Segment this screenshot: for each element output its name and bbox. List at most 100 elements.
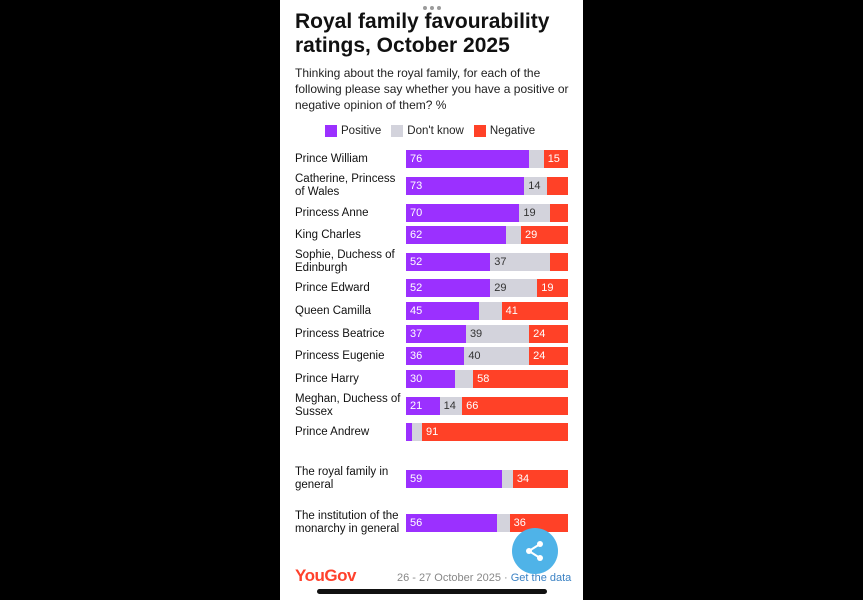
data-label-positive: 62 xyxy=(410,229,423,241)
bar-negative xyxy=(550,253,568,271)
bar-positive xyxy=(406,370,456,388)
data-label-dont-know: 39 xyxy=(469,328,483,340)
data-label-negative: 19 xyxy=(541,282,554,294)
bar-negative xyxy=(550,204,568,222)
row-label: Meghan, Duchess of Sussex xyxy=(295,393,401,418)
data-label-positive: 59 xyxy=(410,473,423,485)
bar-negative xyxy=(509,514,568,532)
bar-negative xyxy=(521,226,568,244)
legend-item-positive: Positive xyxy=(325,125,381,137)
share-icon xyxy=(526,541,543,561)
data-label-dont-know: 37 xyxy=(494,256,507,268)
data-label-positive: 21 xyxy=(410,400,423,412)
data-label-dont-know: 14 xyxy=(443,400,456,412)
row-label: King Charles xyxy=(295,228,361,241)
legend-label-negative: Negative xyxy=(489,125,536,137)
legend-swatch-positive xyxy=(325,125,337,137)
legend-swatch-dont-know xyxy=(391,125,404,137)
data-label-dont-know: 40 xyxy=(468,350,481,362)
data-label-negative: 24 xyxy=(533,350,546,362)
bar-positive xyxy=(406,253,491,271)
bar-negative xyxy=(529,347,568,365)
get-the-data-link[interactable]: Get the data xyxy=(510,572,572,584)
bar-dont-know xyxy=(490,279,538,297)
bar-positive xyxy=(406,423,413,441)
bar-positive xyxy=(406,279,491,297)
bar-positive xyxy=(406,150,530,168)
bar-dont-know xyxy=(465,325,530,343)
bar-negative xyxy=(537,279,568,297)
data-label-positive: 52 xyxy=(410,282,423,294)
bar-dont-know xyxy=(506,226,522,244)
legend-item-dont-know: Don't know xyxy=(391,125,464,137)
data-label-negative: 91 xyxy=(426,426,439,438)
legend: Positive Don't know Negative xyxy=(325,124,545,138)
share-button[interactable] xyxy=(512,528,558,574)
bar-positive xyxy=(406,226,507,244)
bar-negative xyxy=(529,325,568,343)
bar-negative xyxy=(501,302,568,320)
row-label: Prince Andrew xyxy=(295,425,370,438)
bar-negative xyxy=(422,423,568,441)
bar-positive xyxy=(406,204,520,222)
bar-negative xyxy=(546,177,568,195)
data-label-negative: 41 xyxy=(505,305,518,317)
data-label-positive: 36 xyxy=(410,350,423,362)
row-label: Queen Camilla xyxy=(295,304,372,317)
data-label-negative: 24 xyxy=(533,328,546,340)
data-label-dont-know: 29 xyxy=(494,282,507,294)
drag-handle[interactable] xyxy=(423,6,441,10)
bar-dont-know xyxy=(439,397,463,415)
row-label: Prince Edward xyxy=(295,281,370,294)
legend-label-positive: Positive xyxy=(341,125,382,137)
bar-dont-know xyxy=(412,423,423,441)
data-label-positive: 30 xyxy=(410,373,423,385)
row-label: Sophie, Duchess of Edinburgh xyxy=(295,249,395,274)
bar-dont-know xyxy=(496,514,510,532)
bar-positive xyxy=(406,347,465,365)
chart-title: Royal family favourability ratings, Octo… xyxy=(295,10,550,57)
legend-label-dont-know: Don't know xyxy=(407,125,464,137)
bar-positive xyxy=(406,302,479,320)
bar-negative xyxy=(473,370,568,388)
bar-dont-know xyxy=(524,177,547,195)
row-label: Princess Anne xyxy=(295,206,369,219)
data-label-dont-know: 19 xyxy=(523,207,536,219)
bar-negative xyxy=(462,397,568,415)
data-label-dont-know: 14 xyxy=(528,180,541,192)
data-label-positive: 56 xyxy=(410,517,423,529)
row-label: The institution of the monarchy in gener… xyxy=(295,510,400,535)
chart-subtitle: Thinking about the royal family, for eac… xyxy=(295,66,569,112)
data-label-positive: 70 xyxy=(410,207,423,219)
data-label-negative: 66 xyxy=(466,400,479,412)
row-label: The royal family in general xyxy=(295,466,389,491)
bar-negative xyxy=(543,150,568,168)
home-indicator xyxy=(317,589,547,594)
data-label-positive: 52 xyxy=(410,256,423,268)
bar-dont-know xyxy=(501,470,513,488)
row-label: Catherine, Princess of Wales xyxy=(295,173,396,198)
data-label-negative: 34 xyxy=(516,473,530,485)
bar-positive xyxy=(406,177,525,195)
legend-swatch-negative xyxy=(473,125,486,137)
data-label-negative: 36 xyxy=(513,517,526,529)
footer-source: 26 - 27 October 2025 · Get the data xyxy=(397,572,571,584)
bar-negative xyxy=(512,470,568,488)
data-label-positive: 45 xyxy=(410,305,423,317)
data-label-positive: 37 xyxy=(410,328,423,340)
bar-dont-know xyxy=(519,204,551,222)
bar-dont-know xyxy=(529,150,544,168)
bar-positive xyxy=(406,325,466,343)
yougov-logo: YouGov xyxy=(295,566,356,585)
data-label-positive: 76 xyxy=(410,153,423,165)
row-label: Princess Beatrice xyxy=(295,327,385,340)
row-label: Princess Eugenie xyxy=(295,349,385,362)
bar-dont-know xyxy=(490,253,551,271)
bar-dont-know xyxy=(455,370,474,388)
data-label-negative: 15 xyxy=(547,153,560,165)
bar-dont-know xyxy=(478,302,502,320)
data-label-negative: 58 xyxy=(477,373,490,385)
row-label: Prince Harry xyxy=(295,372,359,385)
bar-positive xyxy=(406,397,440,415)
bar-dont-know xyxy=(464,347,530,365)
